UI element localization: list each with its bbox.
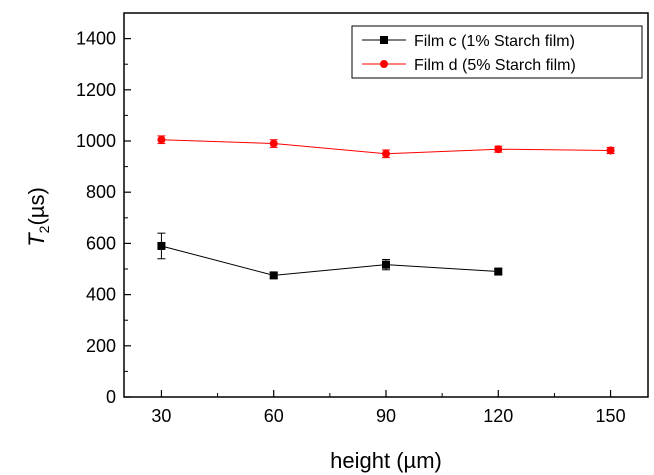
y-axis-title-sub: 2 bbox=[36, 225, 52, 233]
series-line bbox=[161, 245, 499, 276]
legend-marker bbox=[380, 36, 388, 44]
legend-marker bbox=[380, 60, 388, 68]
series-layer bbox=[157, 135, 615, 280]
y-tick-label: 1400 bbox=[76, 29, 116, 49]
y-tick-label: 800 bbox=[86, 182, 116, 202]
x-tick-label: 120 bbox=[483, 406, 513, 426]
data-point bbox=[269, 271, 278, 280]
x-tick-label: 90 bbox=[376, 406, 396, 426]
data-point bbox=[382, 149, 390, 158]
y-tick-label: 1000 bbox=[76, 131, 116, 151]
legend-entry: Film d (5% Starch film) bbox=[362, 57, 576, 74]
x-axis-title: height (µm) bbox=[330, 448, 442, 473]
y-tick-label: 1200 bbox=[76, 80, 116, 100]
data-point bbox=[382, 260, 390, 269]
data-point bbox=[157, 241, 166, 250]
x-tick-label: 60 bbox=[264, 406, 284, 426]
series-2 bbox=[157, 135, 615, 159]
y-axis-title-main: T bbox=[24, 232, 49, 247]
legend-entry: Film c (1% Starch film) bbox=[362, 33, 575, 50]
data-point bbox=[494, 145, 503, 154]
data-point bbox=[606, 146, 615, 155]
data-point bbox=[157, 135, 166, 144]
data-point bbox=[269, 139, 278, 148]
legend-label: Film d (5% Starch film) bbox=[414, 57, 576, 74]
y-tick-label: 600 bbox=[86, 233, 116, 253]
axis-ticks: 30 60 90 120 150 0 200 400 600 800 1000 1200 1400 bbox=[76, 12, 626, 426]
y-tick-label: 200 bbox=[86, 336, 116, 356]
data-point bbox=[494, 267, 503, 276]
y-axis-title: T2(µs) bbox=[24, 187, 52, 247]
y-tick-label: 400 bbox=[86, 285, 116, 305]
y-tick-label: 0 bbox=[106, 387, 116, 407]
legend-box bbox=[351, 25, 643, 79]
y-axis-title-unit: (µs) bbox=[24, 187, 49, 225]
series-1 bbox=[157, 232, 503, 280]
legend-label: Film c (1% Starch film) bbox=[414, 33, 575, 50]
x-tick-label: 30 bbox=[151, 406, 171, 426]
x-tick-label: 150 bbox=[596, 406, 626, 426]
legend: Film c (1% Starch film) Film d (5% Starch… bbox=[351, 25, 643, 79]
